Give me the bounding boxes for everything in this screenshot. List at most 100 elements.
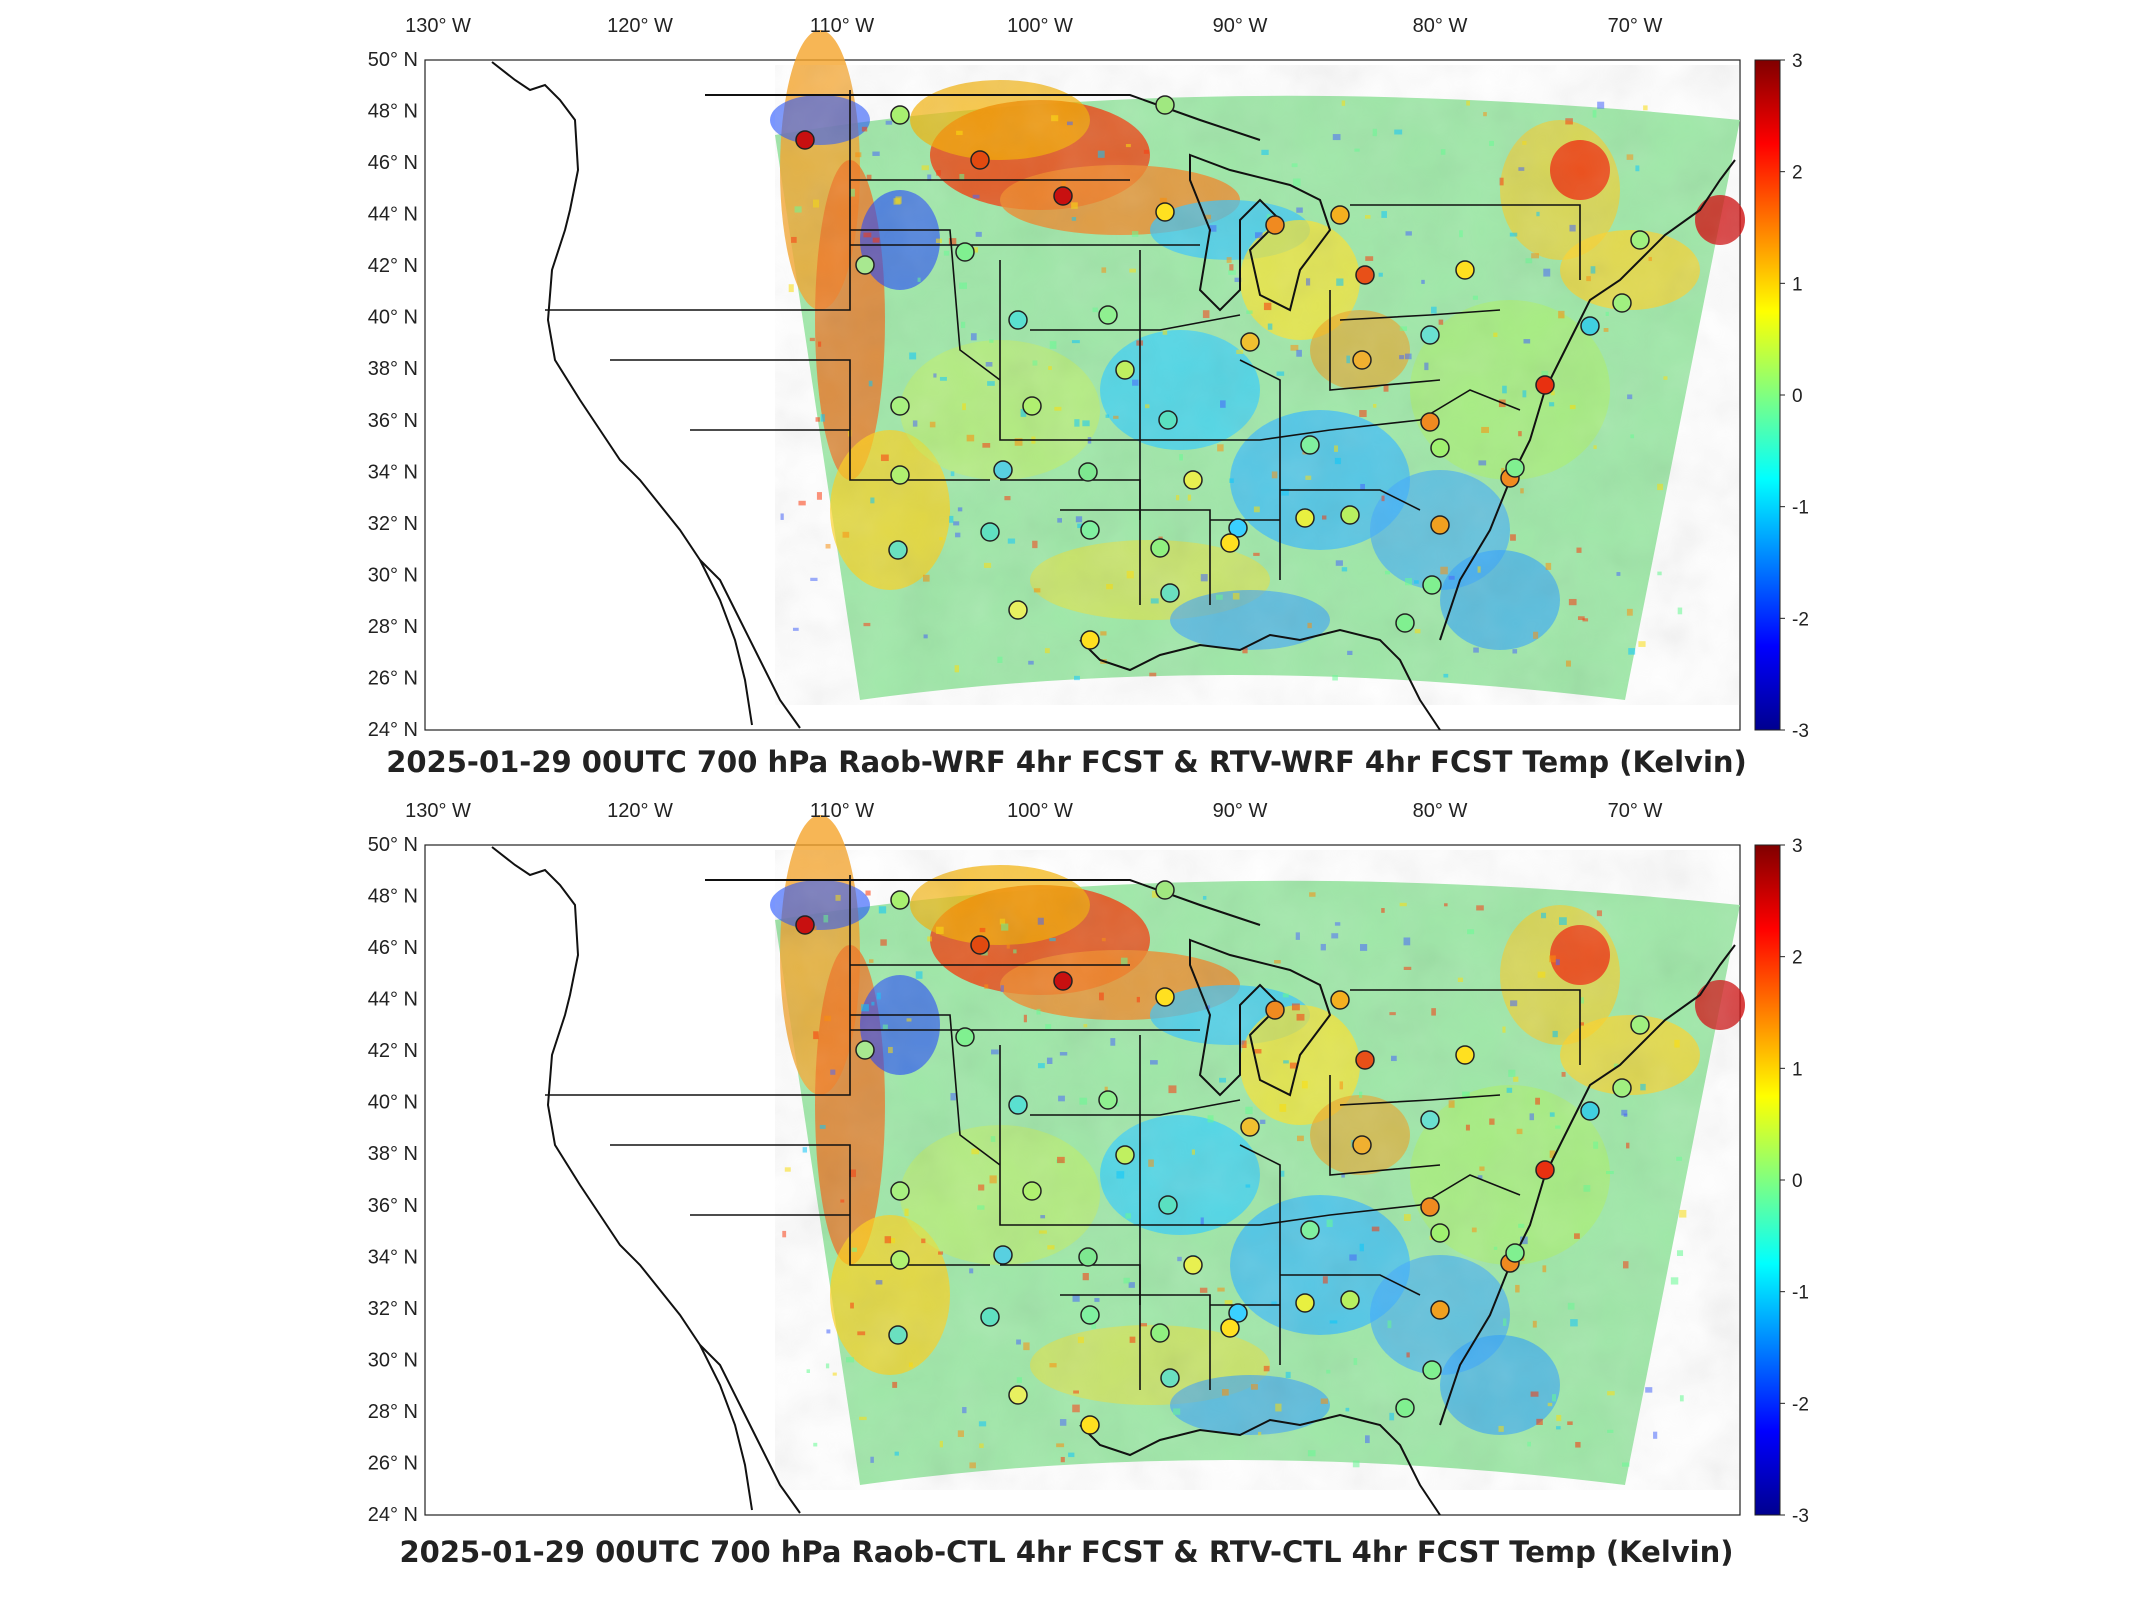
station-marker xyxy=(1430,1223,1450,1243)
colorbar xyxy=(1754,59,1781,731)
station-marker xyxy=(993,460,1013,480)
station-marker xyxy=(1220,533,1240,553)
lat-label: 44° N xyxy=(368,204,418,226)
station-marker xyxy=(1422,1360,1442,1380)
station-marker xyxy=(1455,260,1475,280)
colorbar-tick-label: -1 xyxy=(1792,498,1809,519)
station-marker xyxy=(1580,316,1600,336)
station-marker xyxy=(1535,375,1555,395)
colorbar-tick-label: 1 xyxy=(1792,1059,1803,1080)
station-marker xyxy=(1053,186,1073,206)
station-marker xyxy=(1053,971,1073,991)
lat-label: 28° N xyxy=(368,616,418,638)
station-marker xyxy=(1420,1110,1440,1130)
station-marker xyxy=(1183,470,1203,490)
colorbar-tick-label: -3 xyxy=(1792,1506,1809,1527)
station-marker xyxy=(1420,1197,1440,1217)
station-marker xyxy=(1395,1398,1415,1418)
lat-label: 38° N xyxy=(368,1143,418,1165)
colorbar-tick-label: -3 xyxy=(1792,721,1809,742)
colorbar xyxy=(1754,844,1781,1516)
lat-label: 36° N xyxy=(368,1195,418,1217)
station-marker xyxy=(955,1027,975,1047)
lon-label: 100° W xyxy=(1007,800,1073,822)
temperature-difference-field xyxy=(770,815,1745,1490)
lat-label: 24° N xyxy=(368,719,418,741)
station-marker xyxy=(955,242,975,262)
station-marker xyxy=(1505,1243,1525,1263)
station-marker xyxy=(1078,462,1098,482)
station-marker xyxy=(1430,515,1450,535)
lon-label: 80° W xyxy=(1413,15,1468,37)
station-marker xyxy=(1240,332,1260,352)
lon-label: 100° W xyxy=(1007,15,1073,37)
station-marker xyxy=(1158,1195,1178,1215)
station-marker xyxy=(980,1307,1000,1327)
lon-label: 110° W xyxy=(810,800,874,822)
lat-label: 44° N xyxy=(368,989,418,1011)
colorbar-tick-label: -1 xyxy=(1792,1283,1809,1304)
station-marker xyxy=(890,105,910,125)
colorbar-tick-label: 3 xyxy=(1792,51,1803,72)
station-marker xyxy=(970,150,990,170)
station-marker xyxy=(1155,95,1175,115)
station-marker xyxy=(1265,215,1285,235)
lon-label: 120° W xyxy=(607,15,673,37)
lat-label: 32° N xyxy=(368,1298,418,1320)
station-marker xyxy=(1008,1385,1028,1405)
map-panel-2: 130° W 120° W 110° W 100° W 90° W 80° W 70° W 5… xyxy=(368,800,1809,1527)
station-marker xyxy=(1340,1290,1360,1310)
lat-label: 40° N xyxy=(368,307,418,329)
station-marker xyxy=(1228,518,1248,538)
colorbar-tick-label: 0 xyxy=(1792,386,1803,407)
lat-label: 36° N xyxy=(368,410,418,432)
station-marker xyxy=(1455,1045,1475,1065)
station-marker xyxy=(1300,1220,1320,1240)
station-marker xyxy=(855,1040,875,1060)
station-marker xyxy=(795,915,815,935)
station-marker xyxy=(1160,583,1180,603)
colorbar-tick-label: 1 xyxy=(1792,274,1803,295)
station-marker xyxy=(855,255,875,275)
raob-stations xyxy=(795,95,1650,650)
lat-label: 32° N xyxy=(368,513,418,535)
station-marker xyxy=(1355,265,1375,285)
lon-label: 90° W xyxy=(1213,800,1268,822)
station-marker xyxy=(1022,396,1042,416)
station-marker xyxy=(1160,1368,1180,1388)
station-marker xyxy=(1240,1117,1260,1137)
station-marker xyxy=(1505,458,1525,478)
lon-label: 110° W xyxy=(810,15,874,37)
station-marker xyxy=(1115,360,1135,380)
lon-label: 130° W xyxy=(405,15,471,37)
station-marker xyxy=(1422,575,1442,595)
station-marker xyxy=(1535,1160,1555,1180)
station-marker xyxy=(993,1245,1013,1265)
station-marker xyxy=(1355,1050,1375,1070)
raob-stations xyxy=(795,880,1650,1435)
station-marker xyxy=(1158,410,1178,430)
station-marker xyxy=(1183,1255,1203,1275)
colorbar-tick-label: 2 xyxy=(1792,948,1803,969)
panel-1-title: 2025-01-29 00UTC 700 hPa Raob-WRF 4hr FC… xyxy=(386,745,1747,779)
station-marker xyxy=(1352,350,1372,370)
station-marker xyxy=(890,1250,910,1270)
station-marker xyxy=(890,1181,910,1201)
station-marker xyxy=(1612,293,1632,313)
lat-label: 42° N xyxy=(368,1040,418,1062)
station-marker xyxy=(890,890,910,910)
lat-label: 34° N xyxy=(368,1246,418,1268)
lat-label: 40° N xyxy=(368,1092,418,1114)
station-marker xyxy=(1155,880,1175,900)
station-marker xyxy=(1295,508,1315,528)
lon-label: 70° W xyxy=(1608,800,1663,822)
station-marker xyxy=(1008,310,1028,330)
station-marker xyxy=(1080,1415,1100,1435)
station-marker xyxy=(1115,1145,1135,1165)
lon-label: 70° W xyxy=(1608,15,1663,37)
station-marker xyxy=(980,522,1000,542)
station-marker xyxy=(1580,1101,1600,1121)
station-marker xyxy=(1098,305,1118,325)
station-marker xyxy=(1008,600,1028,620)
station-marker xyxy=(1630,1015,1650,1035)
